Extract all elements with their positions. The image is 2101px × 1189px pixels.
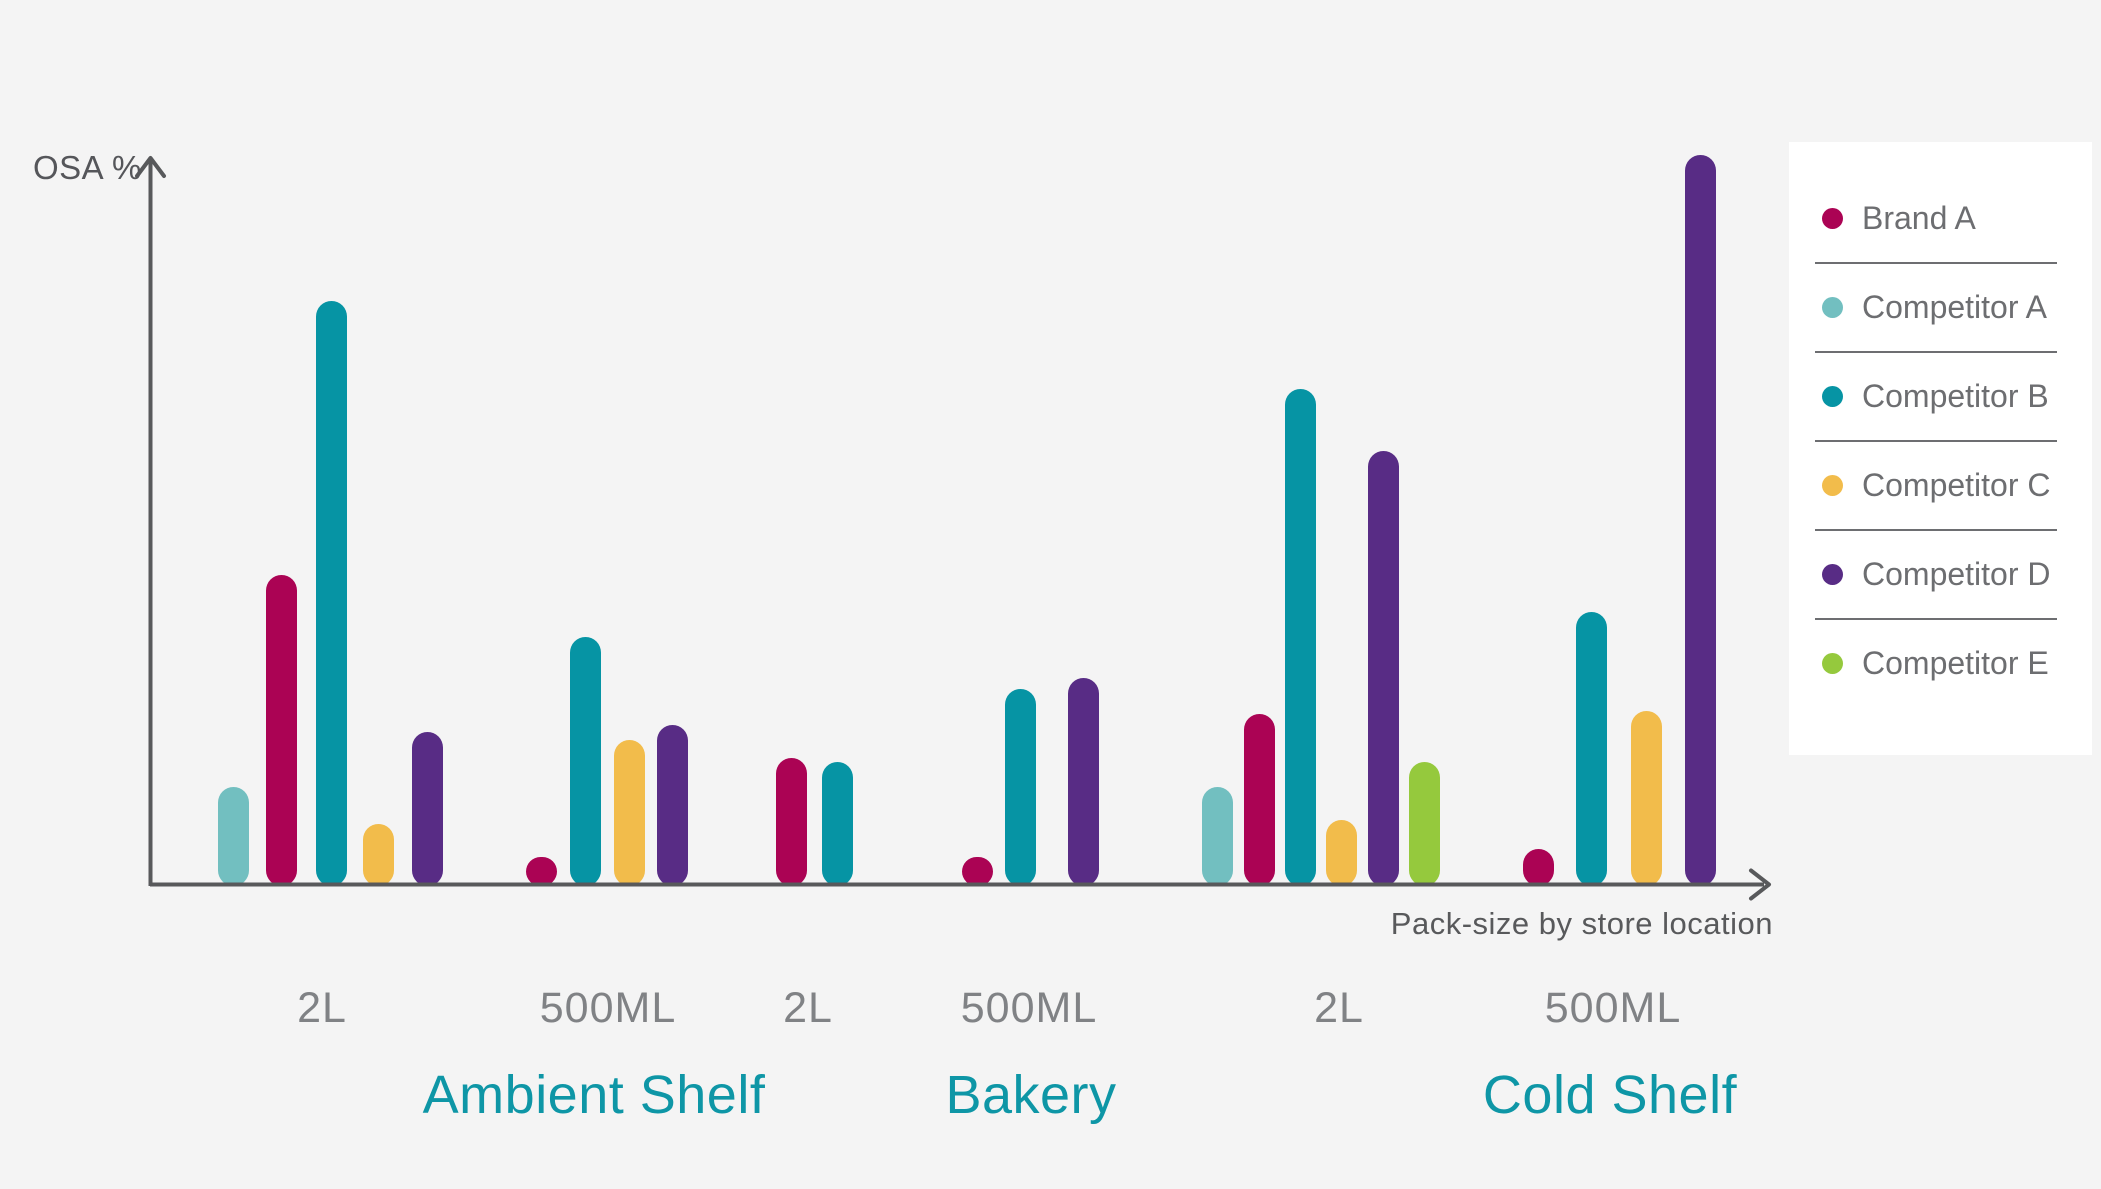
bar-competitor-a xyxy=(218,787,249,886)
bar-competitor-b xyxy=(1576,612,1607,886)
bar-competitor-c xyxy=(363,824,394,886)
pack-size-label: 500ML xyxy=(539,984,677,1032)
legend-dot-icon xyxy=(1822,653,1843,674)
x-axis-label: Pack-size by store location xyxy=(1390,906,1773,941)
legend: Brand A Competitor A Competitor B Competito… xyxy=(1789,142,2092,755)
bar-brand-a xyxy=(266,575,297,886)
location-label-cold-shelf: Cold Shelf xyxy=(1482,1065,1738,1125)
pack-size-label: 2L xyxy=(1314,984,1364,1032)
legend-item-competitor-e: Competitor E xyxy=(1789,620,2092,707)
bar-competitor-c xyxy=(1631,711,1662,886)
legend-item-label: Brand A xyxy=(1862,200,1976,236)
legend-item-competitor-c: Competitor C xyxy=(1789,442,2092,529)
legend-item-label: Competitor C xyxy=(1862,467,2051,503)
bar-competitor-d xyxy=(412,732,443,886)
legend-item-label: Competitor E xyxy=(1862,645,2049,681)
legend-dot-icon xyxy=(1822,208,1843,229)
legend-divider xyxy=(1815,529,2057,531)
legend-dot-icon xyxy=(1822,475,1843,496)
y-axis-label: OSA % xyxy=(33,149,142,186)
bar-brand-a xyxy=(1523,849,1554,886)
x-axis-arrow-icon xyxy=(1749,868,1771,901)
legend-item-label: Competitor B xyxy=(1862,378,2049,414)
bar-competitor-c xyxy=(614,740,645,886)
legend-item-competitor-b: Competitor B xyxy=(1789,353,2092,440)
legend-divider xyxy=(1815,262,2057,264)
bar-competitor-b xyxy=(1285,389,1316,886)
legend-divider xyxy=(1815,618,2057,620)
legend-item-brand-a: Brand A xyxy=(1789,175,2092,262)
pack-size-label: 2L xyxy=(783,984,833,1032)
bar-competitor-d xyxy=(1068,678,1099,886)
legend-divider xyxy=(1815,351,2057,353)
location-label-bakery: Bakery xyxy=(945,1065,1117,1125)
legend-dot-icon xyxy=(1822,386,1843,407)
legend-dot-icon xyxy=(1822,297,1843,318)
bar-brand-a xyxy=(526,857,557,886)
legend-divider xyxy=(1815,440,2057,442)
legend-item-competitor-a: Competitor A xyxy=(1789,264,2092,351)
bar-brand-a xyxy=(1244,714,1275,886)
pack-size-label: 500ML xyxy=(1544,984,1682,1032)
bar-competitor-b xyxy=(316,301,347,886)
bar-competitor-d xyxy=(657,725,688,886)
legend-dot-icon xyxy=(1822,564,1843,585)
pack-size-label: 2L xyxy=(297,984,347,1032)
bar-competitor-b xyxy=(822,762,853,886)
location-label-ambient-shelf: Ambient Shelf xyxy=(422,1065,766,1125)
bar-brand-a xyxy=(776,758,807,886)
legend-item-label: Competitor D xyxy=(1862,556,2051,592)
bar-competitor-d xyxy=(1685,155,1716,886)
pack-size-label: 500ML xyxy=(960,984,1098,1032)
bar-competitor-b xyxy=(570,637,601,886)
bar-brand-a xyxy=(962,857,993,886)
bar-competitor-d xyxy=(1368,451,1399,886)
bar-competitor-e xyxy=(1409,762,1440,886)
bar-competitor-a xyxy=(1202,787,1233,886)
bar-competitor-c xyxy=(1326,820,1357,886)
bar-competitor-b xyxy=(1005,689,1036,886)
legend-item-competitor-d: Competitor D xyxy=(1789,531,2092,618)
legend-item-label: Competitor A xyxy=(1862,289,2047,325)
